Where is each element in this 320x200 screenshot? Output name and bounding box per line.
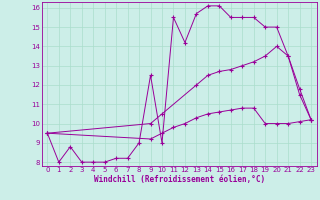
- X-axis label: Windchill (Refroidissement éolien,°C): Windchill (Refroidissement éolien,°C): [94, 175, 265, 184]
